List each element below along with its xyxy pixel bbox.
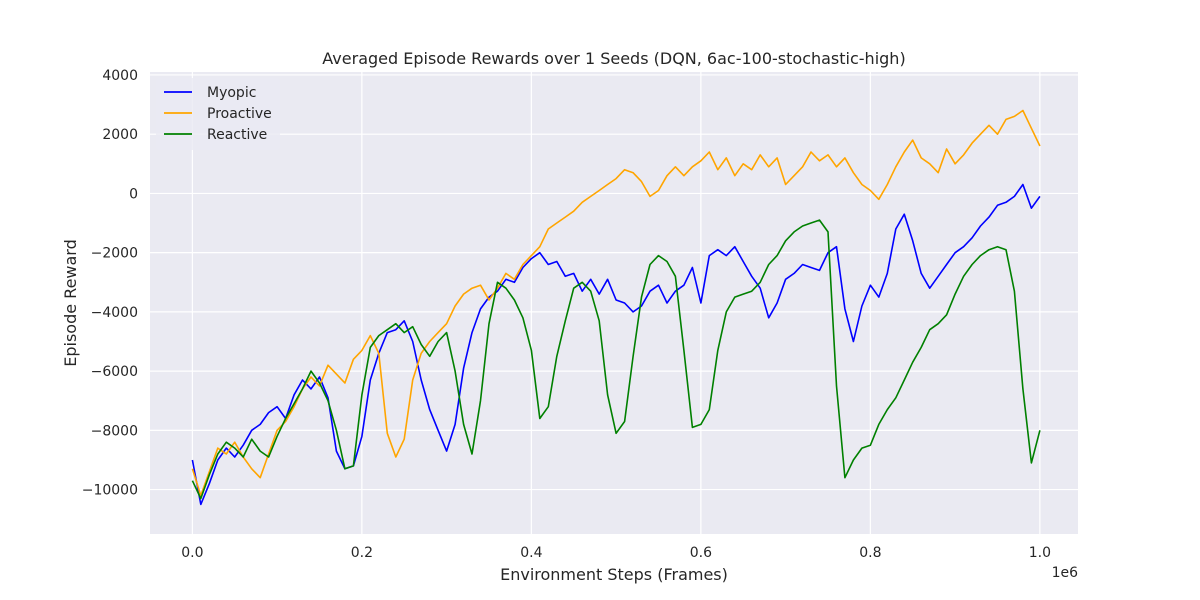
y-tick-label: −2000 [91, 246, 138, 262]
y-tick-label: 2000 [102, 127, 138, 143]
series-line-proactive [191, 109, 1041, 497]
x-tick-label: 1.0 [1029, 545, 1051, 561]
x-axis-ticks: 0.0 0.2 0.4 0.6 0.8 1.0 [181, 545, 1051, 561]
x-axis-label: Environment Steps (Frames) [500, 565, 728, 584]
x-tick-label: 0.6 [690, 545, 712, 561]
x-axis-offset-label: 1e6 [1052, 565, 1079, 581]
x-tick-label: 0.4 [520, 545, 542, 561]
chart-title: Averaged Episode Rewards over 1 Seeds (D… [322, 49, 905, 68]
x-tick-label: 0.2 [351, 545, 373, 561]
legend-label-proactive: Proactive [207, 106, 272, 122]
plot-area [150, 72, 1078, 534]
series-line-myopic [191, 183, 1041, 506]
grid-lines [150, 72, 1078, 534]
x-tick-label: 0.0 [181, 545, 203, 561]
y-tick-label: −4000 [91, 305, 138, 321]
series-line-reactive [191, 219, 1041, 500]
y-tick-label: −10000 [82, 483, 138, 499]
y-axis-label: Episode Reward [61, 239, 80, 367]
legend: Myopic Proactive Reactive [156, 78, 280, 150]
y-axis-ticks: −10000 −8000 −6000 −4000 −2000 0 2000 4000 [82, 68, 138, 499]
legend-frame [156, 78, 280, 150]
y-tick-label: 0 [129, 186, 138, 202]
series-layer [191, 109, 1041, 506]
y-tick-label: 4000 [102, 68, 138, 84]
legend-label-myopic: Myopic [207, 85, 256, 101]
x-tick-label: 0.8 [859, 545, 881, 561]
legend-label-reactive: Reactive [207, 127, 267, 143]
y-tick-label: −8000 [91, 423, 138, 439]
y-tick-label: −6000 [91, 364, 138, 380]
